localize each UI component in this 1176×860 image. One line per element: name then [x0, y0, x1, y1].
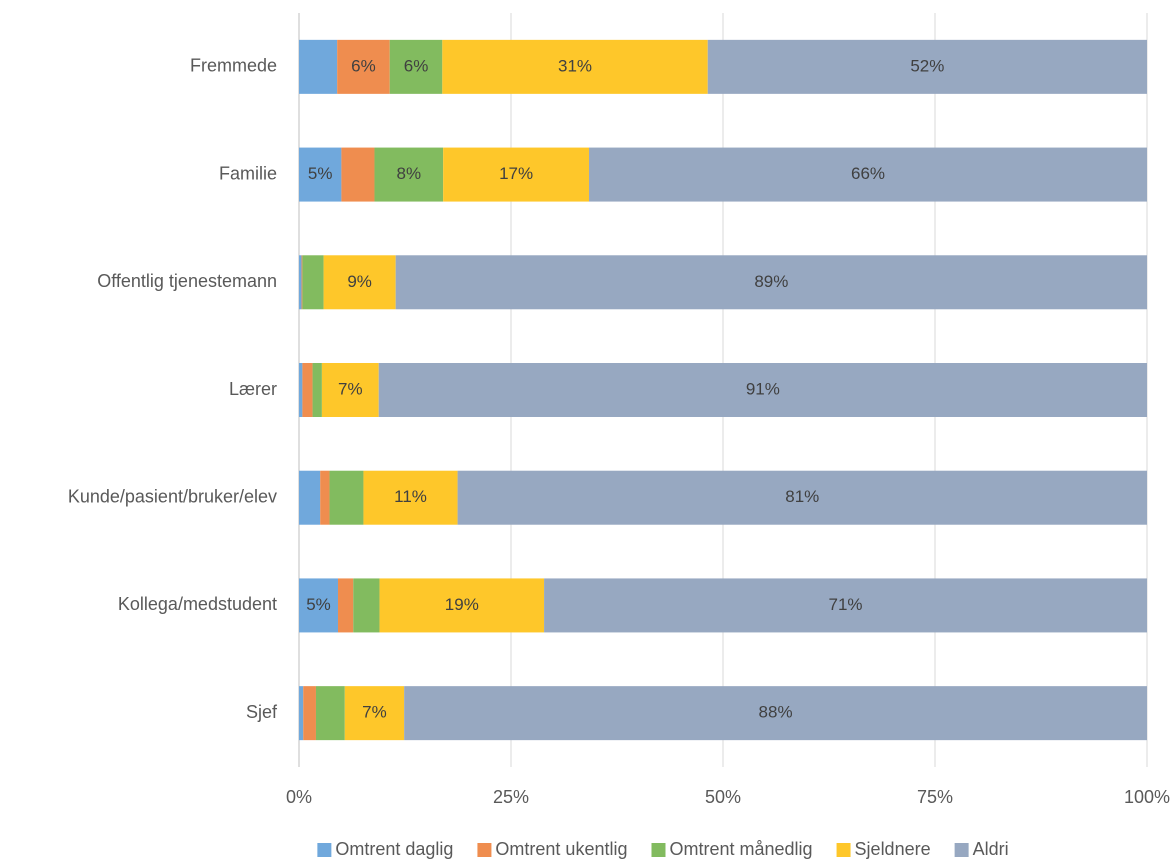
bar-segment — [404, 686, 1148, 741]
data-label: 5% — [308, 164, 333, 183]
y-tick-label: Sjef — [246, 702, 278, 722]
data-label: 19% — [445, 595, 479, 614]
bar-segment — [378, 363, 1147, 417]
bar-segment — [457, 470, 1147, 525]
bar-segment — [443, 147, 590, 202]
bar-segment — [303, 686, 316, 741]
bar-segment — [312, 363, 322, 417]
data-label: 11% — [394, 487, 427, 506]
data-label: 17% — [499, 164, 533, 183]
y-tick-label: Familie — [219, 163, 277, 183]
legend-label: Sjeldnere — [855, 839, 931, 859]
bar-segment — [363, 470, 458, 525]
bar-segment — [299, 255, 302, 310]
legend-swatch — [954, 843, 969, 857]
bar-segment — [337, 39, 390, 94]
legend-swatch — [836, 843, 851, 857]
bar-segment — [299, 470, 321, 525]
x-tick-label: 25% — [493, 787, 529, 807]
bar-segment — [320, 470, 330, 525]
bar-segment — [374, 147, 444, 202]
bar-segment — [323, 255, 396, 310]
bar-segment — [442, 39, 708, 94]
bar-segment — [299, 686, 304, 741]
data-label: 6% — [404, 56, 429, 75]
bar-segment — [302, 363, 313, 417]
legend-label: Omtrent ukentlig — [495, 839, 627, 859]
data-label: 91% — [746, 379, 780, 398]
data-label: 9% — [347, 272, 372, 291]
data-label: 71% — [829, 595, 863, 614]
legend-swatch — [317, 843, 332, 857]
data-label: 66% — [851, 164, 885, 183]
bar-segment — [315, 686, 345, 741]
bar-segment — [338, 578, 354, 633]
legend-swatch — [477, 843, 492, 857]
bar-segment — [395, 255, 1147, 310]
y-tick-label: Kollega/medstudent — [118, 594, 277, 614]
bar-segment — [299, 39, 338, 94]
bar-segment — [707, 39, 1147, 94]
data-label: 8% — [397, 164, 422, 183]
data-label: 88% — [759, 703, 793, 722]
bar-segment — [589, 147, 1147, 202]
legend-label: Omtrent månedlig — [669, 839, 812, 859]
data-label: 7% — [338, 379, 363, 398]
x-tick-label: 50% — [705, 787, 741, 807]
data-label: 6% — [351, 56, 376, 75]
data-label: 31% — [558, 56, 592, 75]
x-tick-label: 100% — [1124, 787, 1170, 807]
data-label: 89% — [754, 272, 788, 291]
bar-segment — [341, 147, 375, 202]
bar-segment — [389, 39, 443, 94]
bar-segment — [544, 578, 1147, 633]
bar-segment — [301, 255, 303, 310]
bar-segment — [299, 147, 342, 202]
data-label: 7% — [362, 703, 387, 722]
bar-segment — [299, 363, 303, 417]
y-tick-label: Lærer — [229, 379, 277, 399]
bar-segment — [329, 470, 364, 525]
bar-segment — [321, 363, 379, 417]
bar-segment — [353, 578, 380, 633]
data-label: 5% — [306, 595, 331, 614]
y-tick-label: Fremmede — [190, 56, 277, 76]
legend-label: Omtrent daglig — [335, 839, 453, 859]
bar-segment — [302, 255, 324, 310]
legend-swatch — [651, 843, 666, 857]
data-label: 52% — [910, 56, 944, 75]
bar-segment — [299, 578, 339, 633]
data-label: 81% — [785, 487, 819, 506]
bar-segment — [344, 686, 405, 741]
x-tick-label: 75% — [917, 787, 953, 807]
y-tick-label: Kunde/pasient/bruker/elev — [68, 486, 277, 506]
y-tick-label: Offentlig tjenestemann — [97, 271, 277, 291]
bar-segment — [379, 578, 545, 633]
legend-label: Aldri — [973, 839, 1009, 859]
x-tick-label: 0% — [286, 787, 312, 807]
